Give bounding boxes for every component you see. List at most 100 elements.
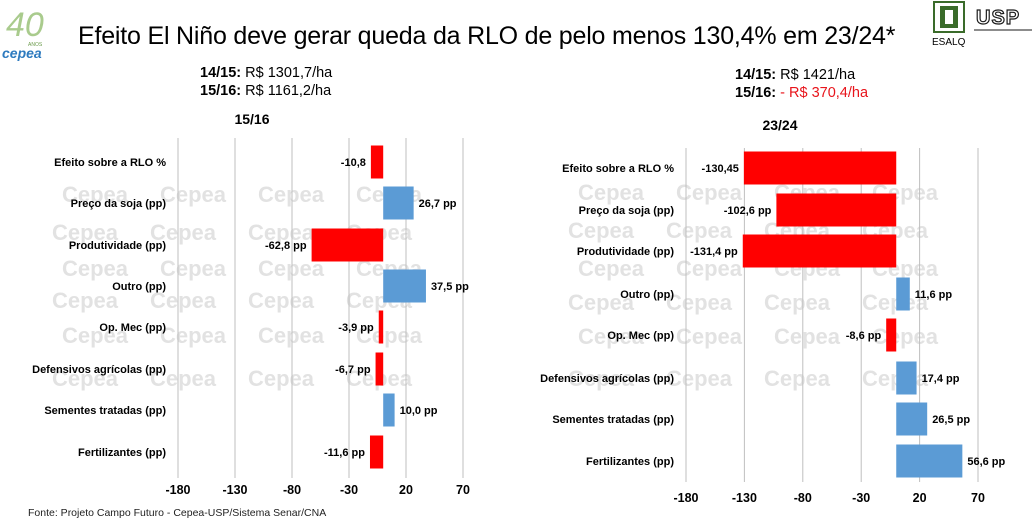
watermark-text: Cepea [62,323,129,348]
category-label: Defensivos agrícolas (pp) [540,373,674,385]
summary-right-line2: 15/16: - R$ 370,4/ha [735,85,869,101]
x-tick-label: -80 [794,491,812,505]
x-tick-label: -180 [673,491,698,505]
watermark-text: Cepea [872,324,939,349]
bar [378,310,384,344]
x-tick-label: 20 [399,483,413,497]
watermark-text: Cepea [578,256,645,281]
data-label: 11,6 pp [915,289,953,301]
category-label: Efeito sobre a RLO % [54,157,166,169]
category-label: Outro (pp) [112,281,166,293]
watermark-text: Cepea [160,256,227,281]
watermark-text: Cepea [578,180,645,205]
bar [743,151,897,185]
chart-title: 23/24 [762,117,797,133]
watermark-text: Cepea [62,256,129,281]
bar [383,393,395,427]
summary-right-line1: 14/15: R$ 1421/ha [735,67,856,83]
data-label: 56,6 pp [967,456,1005,468]
data-label: -102,6 pp [724,205,772,217]
data-label: -6,7 pp [335,364,371,376]
watermark-text: Cepea [150,366,217,391]
esalq-text: ESALQ [932,37,966,48]
x-tick-label: 70 [971,491,985,505]
source-note: Fonte: Projeto Campo Futuro - Cepea-USP/… [28,507,327,519]
category-label: Outro (pp) [620,289,674,301]
cepea-logo-number: 40 [6,6,44,44]
watermark-text: Cepea [862,290,929,315]
category-label: Produtividade (pp) [577,246,675,258]
watermark-text: Cepea [578,324,645,349]
watermark-text: Cepea [356,323,423,348]
watermark-text: Cepea [248,288,315,313]
data-label: 26,7 pp [419,198,457,210]
watermark-text: Cepea [248,220,315,245]
watermark-text: Cepea [676,324,743,349]
x-tick-label: -130 [732,491,757,505]
watermark-text: Cepea [258,182,325,207]
data-label: -3,9 pp [338,322,374,334]
esalq-usp-logo: ESALQ USP [932,1,1032,48]
data-label: -62,8 pp [265,240,307,252]
x-tick-label: -30 [340,483,358,497]
cepea-logo-small: ANOS [28,42,43,48]
watermark-text: Cepea [666,218,733,243]
summary-right: 14/15: R$ 1421/ha 15/16: - R$ 370,4/ha [735,66,868,102]
data-label: -10,8 [341,157,366,169]
category-label: Sementes tratadas (pp) [44,405,166,417]
bar [383,186,414,220]
watermark-text: Cepea [258,323,325,348]
bar [311,228,384,262]
cepea-logo: 40 ANOS cepea [2,6,44,61]
watermark-text: Cepea [160,323,227,348]
x-tick-label: -80 [283,483,301,497]
data-label: -8,6 pp [846,330,882,342]
watermark-text: Cepea [666,366,733,391]
slide-title: Efeito El Niño deve gerar queda da RLO d… [78,22,896,50]
watermark-text: Cepea [150,220,217,245]
watermark-text: Cepea [52,220,119,245]
watermark-text: Cepea [62,182,129,207]
data-label: -131,4 pp [690,246,738,258]
data-label: -130,45 [702,163,739,175]
bar [896,402,928,436]
watermark-text: Cepea [150,288,217,313]
x-tick-label: 20 [913,491,927,505]
summary-left-line1: 14/15: R$ 1301,7/ha [200,65,333,81]
watermark-text: Cepea [568,218,635,243]
watermark-text: Cepea [676,256,743,281]
x-tick-label: -130 [222,483,247,497]
watermark-text: Cepea [676,180,743,205]
watermark-text: Cepea [862,366,929,391]
watermark-text: Cepea [764,366,831,391]
category-label: Op. Mec (pp) [607,330,674,342]
category-label: Defensivos agrícolas (pp) [32,364,166,376]
data-label: 37,5 pp [431,281,469,293]
category-label: Sementes tratadas (pp) [552,414,674,426]
x-tick-label: 70 [456,483,470,497]
watermark-text: Cepea [248,366,315,391]
summary-left: 14/15: R$ 1301,7/ha 15/16: R$ 1161,2/ha [200,64,332,100]
bar [369,435,384,469]
watermark-text: Cepea [568,290,635,315]
watermark-text: Cepea [666,290,733,315]
watermark-text: Cepea [774,324,841,349]
bar [742,234,897,268]
bar [370,145,384,179]
category-label: Op. Mec (pp) [99,322,166,334]
category-label: Preço da soja (pp) [579,205,675,217]
watermark-text: Cepea [160,182,227,207]
category-label: Efeito sobre a RLO % [562,163,674,175]
watermark-text: Cepea [764,290,831,315]
bar [896,444,963,478]
category-label: Fertilizantes (pp) [586,456,674,468]
bar [375,352,384,386]
bar [776,193,897,227]
data-label: 26,5 pp [932,414,970,426]
data-label: -11,6 pp [324,447,365,459]
bar [886,318,897,352]
bar [383,269,426,303]
x-tick-label: -30 [852,491,870,505]
category-label: Fertilizantes (pp) [78,447,166,459]
